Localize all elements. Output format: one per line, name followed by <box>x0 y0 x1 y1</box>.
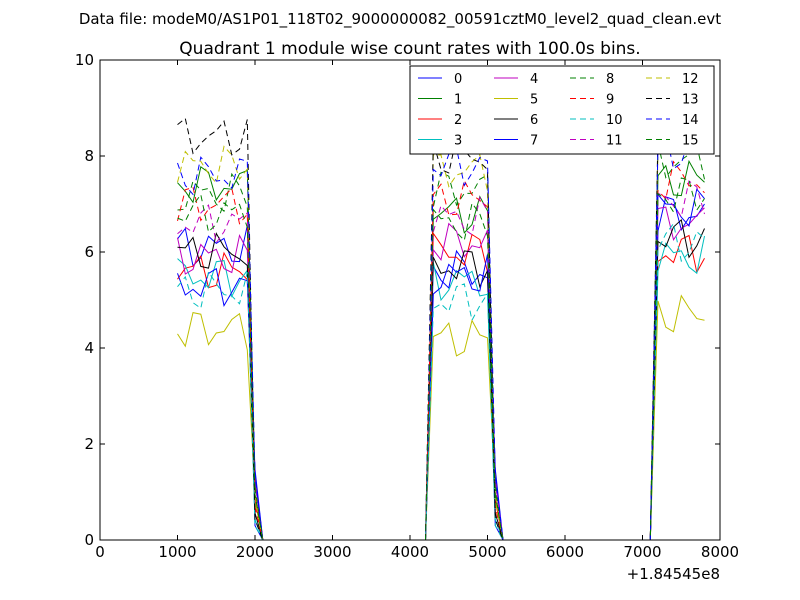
legend-label-7: 7 <box>530 134 538 149</box>
chart-title: Quadrant 1 module wise count rates with … <box>179 39 640 59</box>
x-tick-label: 7000 <box>623 543 661 561</box>
series-line-7 <box>177 188 705 541</box>
legend-label-3: 3 <box>454 134 462 149</box>
series-line-2 <box>177 231 705 541</box>
series-line-13 <box>177 94 705 541</box>
legend-label-0: 0 <box>454 72 462 87</box>
x-tick-label: 4000 <box>391 543 429 561</box>
legend-label-2: 2 <box>454 113 462 128</box>
series-line-5 <box>177 294 705 541</box>
legend-label-14: 14 <box>682 113 699 128</box>
series-line-4 <box>177 206 705 541</box>
legend-label-4: 4 <box>530 72 538 87</box>
legend-label-9: 9 <box>606 93 614 108</box>
x-axis: 0 1000 2000 3000 4000 5000 6000 7000 8000 <box>95 60 739 561</box>
y-tick-label: 8 <box>84 147 94 165</box>
legend-label-6: 6 <box>530 113 538 128</box>
plot-lines <box>177 94 705 541</box>
legend-label-10: 10 <box>606 113 623 128</box>
x-tick-label: 2000 <box>236 543 274 561</box>
series-line-1 <box>177 159 705 541</box>
x-tick-label: 5000 <box>468 543 506 561</box>
y-tick-label: 2 <box>84 435 94 453</box>
x-tick-label: 0 <box>95 543 105 561</box>
series-line-6 <box>177 218 705 541</box>
legend-label-11: 11 <box>606 134 623 149</box>
series-line-10 <box>177 222 705 541</box>
x-tick-label: 8000 <box>701 543 739 561</box>
chart-suptitle: Data file: modeM0/AS1P01_118T02_90000000… <box>79 10 721 29</box>
x-tick-label: 6000 <box>546 543 584 561</box>
y-tick-label: 4 <box>84 339 94 357</box>
legend-label-5: 5 <box>530 93 538 108</box>
x-offset-label: +1.84545e8 <box>627 565 720 583</box>
series-line-12 <box>177 115 705 541</box>
y-tick-label: 6 <box>84 243 94 261</box>
legend-label-1: 1 <box>454 93 462 108</box>
x-tick-label: 1000 <box>158 543 196 561</box>
legend-label-8: 8 <box>606 72 614 87</box>
legend-label-12: 12 <box>682 72 699 87</box>
x-tick-label: 3000 <box>313 543 351 561</box>
legend-box <box>409 65 715 155</box>
y-tick-label: 10 <box>75 51 94 69</box>
legend-label-15: 15 <box>682 134 699 149</box>
legend-label-13: 13 <box>682 93 699 108</box>
series-line-9 <box>177 160 705 541</box>
series-line-0 <box>177 196 705 541</box>
series-line-15 <box>177 177 705 541</box>
y-tick-label: 0 <box>84 531 94 549</box>
series-line-14 <box>177 130 705 541</box>
